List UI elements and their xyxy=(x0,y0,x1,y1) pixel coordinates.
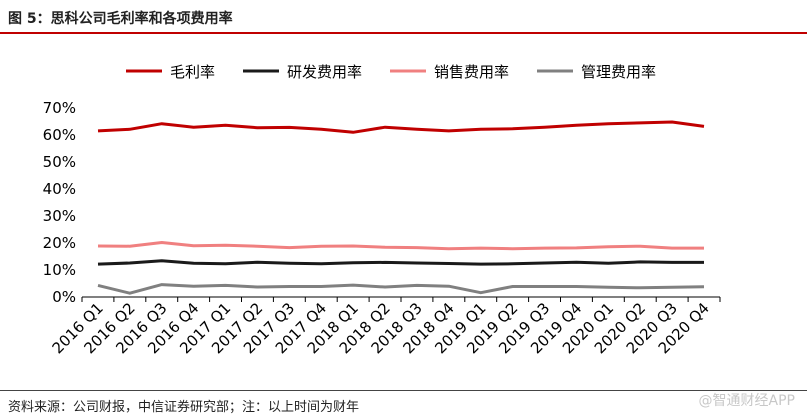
title-rule xyxy=(0,32,807,34)
figure-title: 图 5：思科公司毛利率和各项费用率 xyxy=(8,11,233,27)
legend-label: 研发费用率 xyxy=(287,63,362,81)
y-axis: 0% 10% 20% 30% 40% 50% 60% 70% xyxy=(43,99,76,306)
legend-label: 管理费用率 xyxy=(581,63,656,81)
line-chart: 毛利率 研发费用率 销售费用率 管理费用率 0% 10% 20% 30% 40% 50% 60% 7… xyxy=(43,63,721,357)
series-line xyxy=(97,241,704,251)
series-line xyxy=(97,283,705,295)
chart-series xyxy=(97,120,705,295)
series-line xyxy=(97,120,705,134)
legend-label: 毛利率 xyxy=(170,63,215,81)
y-tick-label: 30% xyxy=(43,207,76,225)
y-tick-label: 0% xyxy=(52,288,76,306)
y-tick-label: 60% xyxy=(43,126,76,144)
y-tick-label: 70% xyxy=(43,99,76,117)
series-line xyxy=(97,259,704,266)
chart-legend: 毛利率 研发费用率 销售费用率 管理费用率 xyxy=(126,63,656,81)
legend-label: 销售费用率 xyxy=(434,63,509,81)
y-tick-label: 40% xyxy=(43,180,76,198)
y-tick-label: 20% xyxy=(43,234,76,252)
source-note: 资料来源：公司财报，中信证券研究部；注：以上时间为财年 xyxy=(8,400,360,415)
y-tick-label: 10% xyxy=(43,261,76,279)
source-rule xyxy=(0,390,807,391)
watermark: @智通财经APP xyxy=(698,393,795,409)
y-tick-label: 50% xyxy=(43,153,76,171)
